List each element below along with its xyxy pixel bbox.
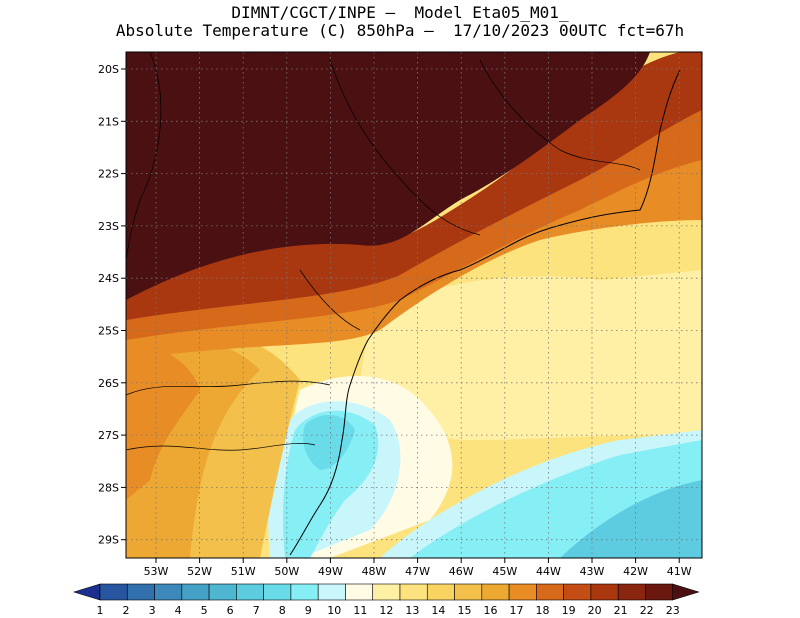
colorbar-label: 6 bbox=[227, 604, 234, 617]
colorbar-box bbox=[563, 583, 592, 601]
field-se-cold-deep bbox=[560, 480, 702, 558]
colorbar-box bbox=[399, 583, 428, 601]
map-frame bbox=[125, 51, 703, 559]
colorbar-label: 5 bbox=[201, 604, 208, 617]
colorbar-box bbox=[181, 583, 210, 601]
colorbar-label: 10 bbox=[327, 604, 341, 617]
colorbar-label: 1 bbox=[97, 604, 104, 617]
lon-label: 50W bbox=[274, 565, 299, 578]
colorbar-label: 11 bbox=[353, 604, 367, 617]
colorbar-label: 7 bbox=[253, 604, 260, 617]
field-west-orange-deep bbox=[126, 340, 200, 500]
colorbar-label: 8 bbox=[279, 604, 286, 617]
colorbar-box bbox=[645, 583, 674, 601]
lat-label: 22S bbox=[98, 168, 119, 181]
colorbar-label: 3 bbox=[149, 604, 156, 617]
colorbar-label: 19 bbox=[562, 604, 576, 617]
colorbar-label: 13 bbox=[405, 604, 419, 617]
colorbar-box bbox=[617, 583, 646, 601]
colorbar-box bbox=[317, 583, 346, 601]
lat-label: 29S bbox=[98, 534, 119, 547]
field-front-3 bbox=[126, 52, 702, 320]
colorbar-box bbox=[372, 583, 401, 601]
lon-label: 52W bbox=[187, 565, 212, 578]
colorbar-label: 17 bbox=[510, 604, 524, 617]
colorbar-box bbox=[481, 583, 510, 601]
colorbar-box bbox=[208, 583, 237, 601]
colorbar-box bbox=[426, 583, 455, 601]
colorbar-box bbox=[454, 583, 483, 601]
colorbar-box bbox=[236, 583, 264, 601]
colorbar-over-triangle bbox=[672, 583, 700, 601]
colorbar-label: 12 bbox=[379, 604, 393, 617]
colorbar-label: 16 bbox=[483, 604, 497, 617]
lon-label: 46W bbox=[449, 565, 474, 578]
colorbar-label: 18 bbox=[536, 604, 550, 617]
colorbar-label: 20 bbox=[588, 604, 602, 617]
colorbar-box bbox=[508, 583, 537, 601]
state-border-2 bbox=[126, 443, 316, 451]
lon-label: 49W bbox=[318, 565, 343, 578]
state-border-5 bbox=[479, 59, 641, 171]
chart-title-line2: Absolute Temperature (C) 850hPa – 17/10/… bbox=[115, 21, 685, 40]
lon-label: 53W bbox=[144, 565, 169, 578]
colorbar-box bbox=[536, 583, 564, 601]
lon-label: 43W bbox=[580, 565, 605, 578]
lat-label: 20S bbox=[98, 63, 119, 76]
colorbar-box bbox=[126, 583, 155, 601]
colorbar-box bbox=[99, 583, 128, 601]
state-border-1 bbox=[126, 380, 331, 396]
colorbar-label: 4 bbox=[175, 604, 182, 617]
colorbar-label: 23 bbox=[666, 604, 680, 617]
lat-label: 21S bbox=[98, 115, 119, 128]
lon-label: 51W bbox=[231, 565, 256, 578]
lat-label: 26S bbox=[98, 377, 119, 390]
colorbar-label: 15 bbox=[457, 604, 471, 617]
colorbar-label: 14 bbox=[431, 604, 445, 617]
colorbar-under-triangle bbox=[72, 583, 101, 601]
lon-label: 44W bbox=[536, 565, 561, 578]
state-border-4 bbox=[329, 59, 481, 236]
lat-label: 27S bbox=[98, 429, 119, 442]
state-border-3 bbox=[126, 52, 162, 261]
lat-label: 23S bbox=[98, 220, 119, 233]
field-hot-dark bbox=[126, 52, 650, 300]
lat-label: 28S bbox=[98, 481, 119, 494]
chart-title-line1: DIMNT/CGCT/INPE – Model Eta05_M01_ bbox=[231, 3, 569, 22]
field-cold-cyan-deep bbox=[303, 414, 355, 470]
lat-label: 24S bbox=[98, 272, 119, 285]
colorbar-box bbox=[154, 583, 183, 601]
graticule bbox=[126, 52, 702, 558]
lon-label: 47W bbox=[405, 565, 430, 578]
colorbar-box bbox=[290, 583, 319, 601]
colorbar-label: 22 bbox=[640, 604, 654, 617]
colorbar-box bbox=[345, 583, 374, 601]
colorbar-label: 21 bbox=[614, 604, 628, 617]
lon-label: 42W bbox=[623, 565, 648, 578]
lon-label: 45W bbox=[492, 565, 517, 578]
lon-label: 41W bbox=[667, 565, 692, 578]
field-light-yellow bbox=[360, 270, 702, 440]
colorbar-label: 9 bbox=[305, 604, 312, 617]
colorbar-label: 2 bbox=[123, 604, 130, 617]
lat-label: 25S bbox=[98, 325, 119, 338]
lon-label: 48W bbox=[362, 565, 387, 578]
colorbar-box bbox=[590, 583, 619, 601]
colorbar-box bbox=[263, 583, 292, 601]
